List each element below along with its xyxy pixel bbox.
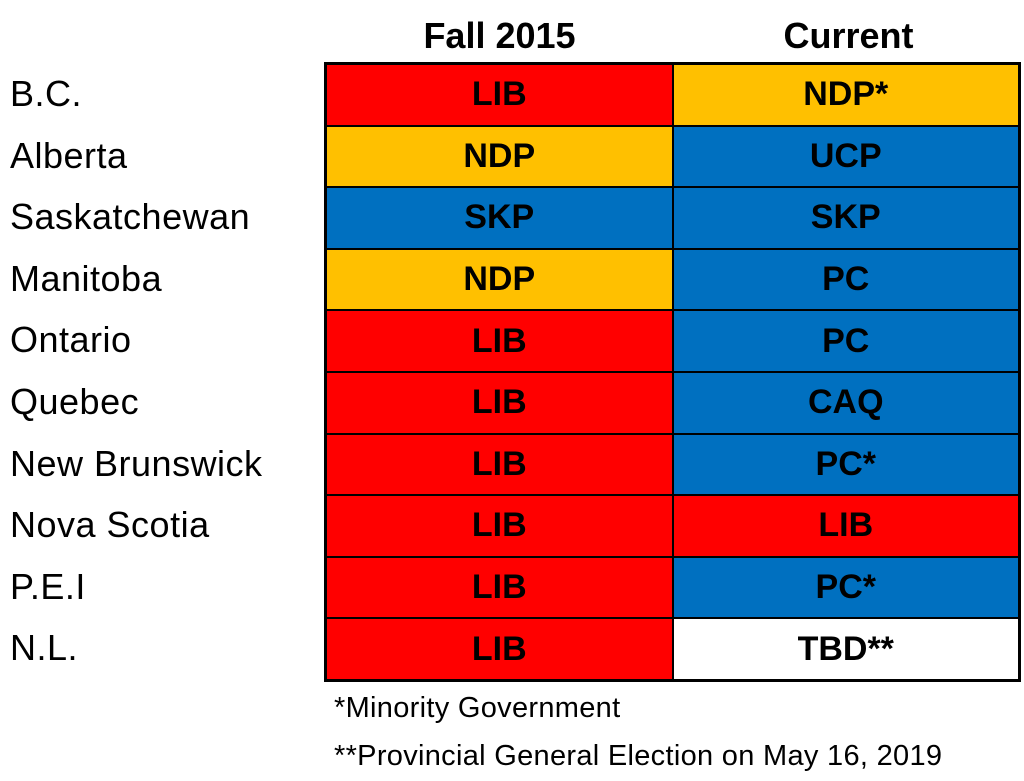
cell-current: CAQ — [672, 371, 1019, 434]
footnote-minority: *Minority Government — [334, 692, 621, 724]
province-label: Manitoba — [10, 257, 163, 299]
column-header-current: Current — [783, 15, 914, 56]
cell-fall-2015: LIB — [326, 433, 673, 496]
cell-fall-2015: LIB — [326, 556, 673, 619]
cell-current: TBD** — [672, 618, 1019, 680]
cell-fall-2015: SKP — [326, 187, 673, 249]
province-label: Quebec — [10, 380, 140, 422]
province-label: Nova Scotia — [10, 504, 210, 546]
province-label: B.C. — [10, 73, 83, 114]
cell-fall-2015: LIB — [326, 371, 673, 434]
footnotes: *Minority Government **Provincial Genera… — [334, 684, 942, 780]
party-table: LIB NDP* NDP UCP SKP SKP NDP PC LIB PC LIB CAQ LIB PC… — [324, 62, 1021, 682]
cell-current: SKP — [672, 187, 1019, 249]
cell-fall-2015: LIB — [326, 64, 673, 126]
province-label: P.E.I — [10, 565, 86, 607]
cell-current: PC — [672, 310, 1019, 372]
cell-current: PC* — [672, 433, 1019, 496]
column-headers: Fall 2015 Current — [325, 10, 1023, 62]
province-label: Saskatchewan — [10, 196, 251, 238]
cell-current: PC — [672, 248, 1019, 311]
cell-current: NDP* — [672, 64, 1019, 126]
province-label: Ontario — [10, 319, 132, 361]
province-labels: B.C. Alberta Saskatchewan Manitoba Ontario Qu… — [10, 63, 320, 679]
province-label: N.L. — [10, 627, 79, 669]
cell-current: UCP — [672, 125, 1019, 188]
cell-fall-2015: LIB — [326, 495, 673, 557]
province-label: Alberta — [10, 134, 128, 176]
cell-fall-2015: LIB — [326, 310, 673, 372]
province-label: New Brunswick — [10, 442, 263, 484]
cell-current: LIB — [672, 495, 1019, 557]
cell-fall-2015: NDP — [326, 248, 673, 311]
footnote-election: **Provincial General Election on May 16,… — [334, 740, 943, 772]
column-header-fall-2015: Fall 2015 — [423, 15, 576, 56]
cell-fall-2015: LIB — [326, 618, 673, 680]
cell-fall-2015: NDP — [326, 125, 673, 188]
cell-current: PC* — [672, 556, 1019, 619]
